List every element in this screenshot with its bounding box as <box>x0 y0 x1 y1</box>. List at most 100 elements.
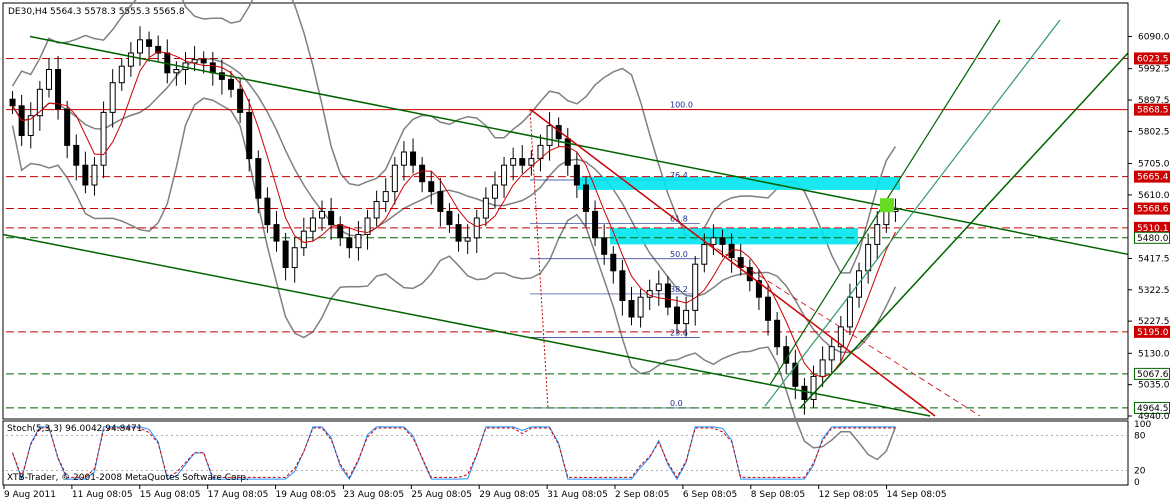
bollinger-lower <box>11 97 897 461</box>
price-tick-label: 5417.5 <box>1138 254 1170 264</box>
candle-body <box>337 224 344 239</box>
candle-body <box>546 125 553 146</box>
candle-body <box>155 45 162 54</box>
fibonacci-retracement: 100.0 76.4 61.8 50.0 38.2 23.6 0.0 <box>529 101 900 409</box>
time-axis: 9 Aug 2011 11 Aug 08:05 15 Aug 08:05 17 Aug… <box>3 485 947 500</box>
candle-body <box>719 237 726 245</box>
price-tick-label: 5992.5 <box>1138 65 1170 75</box>
candle-body <box>692 263 699 311</box>
candle-body <box>601 237 608 255</box>
candle-body <box>328 210 335 226</box>
candle-body <box>664 283 671 308</box>
candle-body <box>828 346 835 361</box>
price-tick-label: 5227.5 <box>1138 317 1170 327</box>
candle-body <box>300 230 307 249</box>
candle-body <box>27 115 34 136</box>
time-tick-label: 14 Sep 08:05 <box>887 490 947 500</box>
price-tick-label: 5035.0 <box>1138 381 1170 391</box>
candle-body <box>364 217 371 235</box>
trend-lines <box>2 19 1129 417</box>
candle-body <box>801 385 808 400</box>
up-trend-line <box>799 52 1129 409</box>
level-price-label: 5480.0 <box>1137 234 1169 244</box>
time-tick-label: 31 Aug 08:05 <box>547 490 608 500</box>
level-price-box-inner <box>1135 326 1169 337</box>
fibo-zone-lower <box>610 227 858 245</box>
candle-body <box>419 164 426 183</box>
fibo-level-label: 0.0 <box>670 399 683 408</box>
candle-body <box>455 224 462 242</box>
level-price-box-inner <box>1135 203 1169 214</box>
candle-body <box>291 247 298 268</box>
fibo-level-label: 61.8 <box>670 215 688 224</box>
candle-body <box>519 158 526 166</box>
candle-body <box>91 164 98 186</box>
candle-body <box>355 234 362 249</box>
level-price-box-inner <box>1135 104 1169 115</box>
candle-body <box>683 309 690 325</box>
candle-body <box>674 306 680 325</box>
level-price-box-inner <box>1135 171 1169 182</box>
main-panel-frame <box>2 2 1129 420</box>
moving-average-line <box>12 51 896 378</box>
stochastic-oscillator: 100 80 20 0 <box>6 420 1151 488</box>
candle-body <box>309 217 316 232</box>
candle-body <box>218 72 225 80</box>
level-price-label: 5510.1 <box>1137 224 1169 234</box>
time-tick-label: 25 Aug 08:05 <box>411 490 472 500</box>
candle-body <box>410 151 417 166</box>
candle-body <box>264 197 271 226</box>
stoch-axis-label: 20 <box>1134 466 1146 476</box>
level-price-label: 5665.4 <box>1137 173 1169 183</box>
candle-body <box>883 210 890 226</box>
time-tick-label: 19 Aug 08:05 <box>276 490 337 500</box>
level-price-label: 5195.0 <box>1137 328 1169 338</box>
candle-body <box>846 296 853 328</box>
candle-body <box>282 240 289 269</box>
time-tick-label: 23 Aug 08:05 <box>343 490 404 500</box>
candle-body <box>100 111 107 166</box>
stoch-signal-line <box>12 427 896 479</box>
candle-body <box>619 270 626 301</box>
level-price-box-inner <box>1135 402 1169 413</box>
down-trend-dashed <box>699 237 981 417</box>
candle-body <box>346 237 353 249</box>
candle-body <box>765 296 772 321</box>
stoch-panel-frame <box>2 420 1129 486</box>
candle-body <box>45 69 52 90</box>
price-tick-label: 5897.5 <box>1138 96 1170 106</box>
current-price-highlight <box>880 198 894 213</box>
level-price-label: 5067.6 <box>1137 370 1169 380</box>
candle-body <box>874 224 881 245</box>
moving-average <box>12 51 896 378</box>
candle-body <box>482 197 489 219</box>
candle-body <box>592 210 599 239</box>
candle-body <box>127 52 134 67</box>
candle-body <box>273 224 280 242</box>
candle-body <box>182 62 189 71</box>
candle-body <box>391 164 398 193</box>
candle-body <box>373 201 380 219</box>
stoch-axis-label: 80 <box>1134 432 1146 442</box>
price-tick-label: 5802.5 <box>1138 127 1170 137</box>
candle-body <box>810 375 817 400</box>
time-tick-label: 8 Sep 08:05 <box>751 490 805 500</box>
stoch-axis-label: 0 <box>1134 478 1140 488</box>
candle-body <box>109 82 116 113</box>
candle-body <box>382 191 389 203</box>
candle-body <box>564 138 571 166</box>
candlestick-series <box>9 26 899 415</box>
candle-body <box>36 88 43 117</box>
time-tick-label: 6 Sep 08:05 <box>683 490 737 500</box>
candle-body <box>82 164 89 186</box>
candle-body <box>473 217 480 239</box>
down-trend-line <box>529 108 936 417</box>
candle-body <box>728 243 735 259</box>
candle-body <box>146 39 153 47</box>
candle-body <box>491 184 498 199</box>
candle-body <box>865 243 872 272</box>
time-tick-label: 29 Aug 08:05 <box>479 490 540 500</box>
candle-body <box>428 181 435 193</box>
candle-body <box>646 290 653 298</box>
